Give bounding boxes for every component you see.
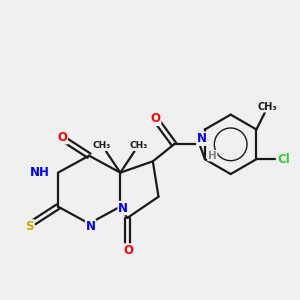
Text: CH₃: CH₃ xyxy=(130,141,148,150)
Text: N: N xyxy=(197,132,207,145)
Text: NH: NH xyxy=(30,166,50,179)
Text: O: O xyxy=(124,244,134,257)
Text: N: N xyxy=(85,220,96,233)
Text: CH₃: CH₃ xyxy=(93,141,111,150)
Text: CH₃: CH₃ xyxy=(258,102,278,112)
Text: Cl: Cl xyxy=(277,153,290,166)
Text: O: O xyxy=(57,131,67,144)
Text: N: N xyxy=(118,202,128,214)
Text: H: H xyxy=(208,151,217,161)
Text: O: O xyxy=(151,112,161,125)
Text: S: S xyxy=(26,220,34,233)
